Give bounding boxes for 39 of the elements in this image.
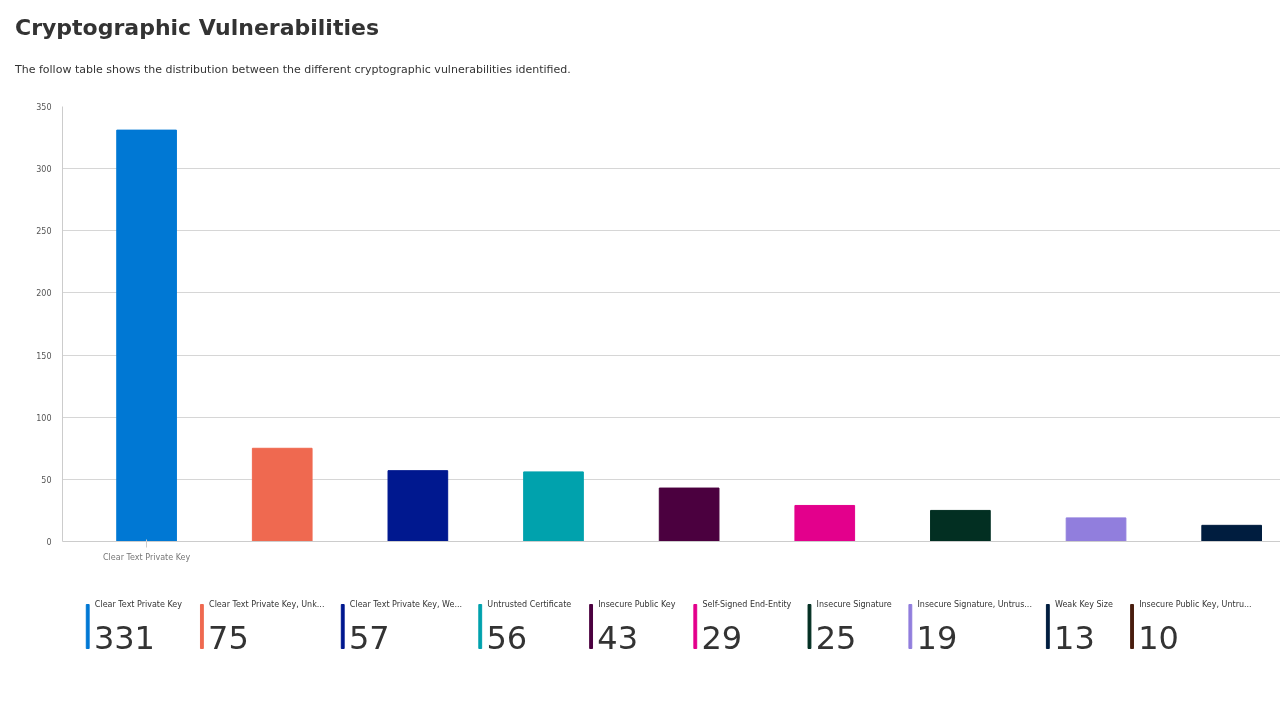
y-tick-label: 200 bbox=[36, 289, 52, 299]
y-tick-label: 250 bbox=[36, 227, 52, 237]
bar bbox=[930, 509, 991, 542]
bar bbox=[251, 447, 313, 542]
category-label: Insecure Public Key bbox=[598, 600, 676, 609]
y-tick-label: 0 bbox=[46, 538, 52, 547]
bar bbox=[387, 470, 449, 542]
bar bbox=[1065, 517, 1127, 542]
y-tick-label: 100 bbox=[36, 413, 52, 423]
chart-title: Cryptographic Vulnerabilities bbox=[15, 14, 379, 42]
category-label: Self-Signed End-Entity bbox=[702, 600, 792, 609]
y-tick-label: 150 bbox=[36, 351, 52, 361]
category-label: Insecure Signature bbox=[816, 600, 892, 609]
y-tick-label: 50 bbox=[41, 475, 52, 485]
bar bbox=[658, 487, 720, 542]
category-label: Clear Text Private Key bbox=[94, 600, 183, 609]
bar bbox=[116, 129, 177, 542]
category-label: Clear Text Private Key, We... bbox=[349, 600, 463, 609]
data-label: 13 bbox=[1054, 618, 1095, 657]
data-label: 57 bbox=[348, 618, 390, 657]
category-label: Insecure Signature, Untrus... bbox=[917, 600, 1032, 609]
data-label: 56 bbox=[486, 618, 528, 657]
data-label: 10 bbox=[1138, 618, 1179, 657]
data-label: 25 bbox=[815, 618, 857, 657]
data-label: 29 bbox=[701, 618, 743, 657]
category-label: Insecure Public Key, Untru... bbox=[1139, 600, 1252, 609]
data-label: 331 bbox=[93, 618, 155, 657]
chart-subtitle: The follow table shows the distribution between the different cryptographic vulnerabilities identified. bbox=[15, 62, 571, 78]
bar bbox=[523, 471, 584, 542]
bar bbox=[1201, 524, 1263, 542]
category-label: Untrusted Certificate bbox=[487, 600, 572, 609]
data-label: 43 bbox=[597, 618, 638, 657]
y-tick-label: 350 bbox=[36, 103, 52, 112]
bar bbox=[794, 504, 856, 542]
y-tick-label: 300 bbox=[36, 165, 52, 175]
category-label: Clear Text Private Key, Unk... bbox=[209, 600, 325, 609]
data-label: 19 bbox=[916, 618, 958, 657]
data-label: 75 bbox=[208, 618, 249, 657]
category-label: Weak Key Size bbox=[1054, 600, 1113, 609]
